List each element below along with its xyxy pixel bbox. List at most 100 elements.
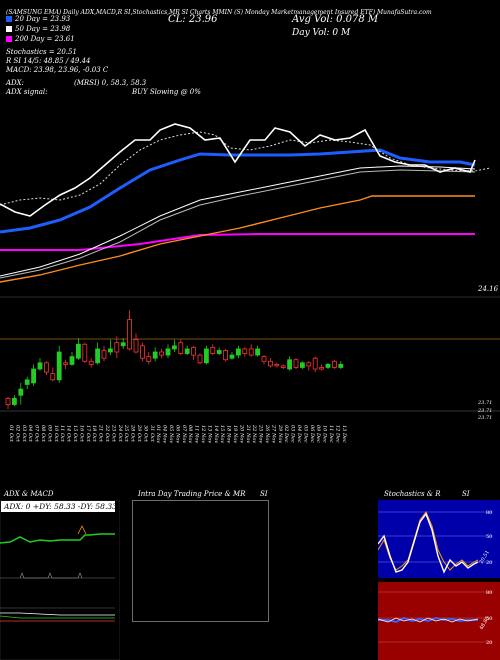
- candle-body: [133, 339, 139, 353]
- candle-body: [139, 345, 145, 359]
- close-price: CL: 23.96: [168, 14, 218, 25]
- date-tick-label: 31 Oct: [149, 425, 155, 443]
- ma-50-line: [0, 165, 476, 277]
- candle-body: [178, 342, 184, 354]
- ma-20-line: [0, 148, 476, 234]
- macd-text: MACD: 23.98, 23.96, -0.03 C: [6, 66, 109, 74]
- price-label-3: 23.71: [477, 415, 492, 421]
- legend-200day: 200 Day = 23.61: [6, 35, 75, 43]
- date-tick-label: 18 Nov: [226, 425, 232, 443]
- swatch-20day: [6, 16, 12, 22]
- price-dotted-line: [0, 131, 491, 206]
- date-tick-label: 27 Nov: [270, 424, 276, 443]
- date-tick-label: 22 Nov: [251, 424, 257, 443]
- date-tick-label: 25 Oct: [123, 424, 129, 443]
- date-tick-label: 05 Nov: [168, 425, 174, 443]
- candle-body: [11, 397, 17, 405]
- candle-body: [146, 356, 152, 362]
- candle-body: [216, 350, 222, 354]
- rsi-line-blue: [378, 616, 478, 624]
- date-tick-label: 07 Nov: [181, 425, 187, 443]
- date-tick-label: 24 Oct: [117, 424, 123, 443]
- candle-body: [261, 356, 267, 362]
- date-tick-label: 21 Oct: [98, 424, 104, 443]
- date-tick-label: 06 Dec: [309, 425, 315, 443]
- ma-legend: 20 Day = 23.93 50 Day = 23.98 200 Day = …: [6, 15, 75, 43]
- date-tick-label: 07 Oct: [34, 425, 40, 443]
- adx-value-box: [1, 501, 115, 512]
- intra-day-panel: [132, 500, 269, 622]
- date-tick-label: 05 Dec: [302, 425, 308, 443]
- date-tick-label: 09 Oct: [46, 425, 52, 443]
- date-tick-label: 04 Nov: [162, 425, 168, 443]
- adx-panel-bg: [0, 500, 120, 660]
- date-tick-label: 19 Nov: [232, 425, 238, 443]
- date-tick-label: 01 Oct: [8, 425, 14, 443]
- date-tick-label: 13 Dec: [341, 425, 347, 443]
- date-tick-label: 11 Dec: [328, 425, 334, 443]
- date-tick-label: 16 Oct: [78, 425, 84, 443]
- candle-body: [24, 379, 30, 385]
- candle-body: [325, 363, 331, 368]
- date-tick-label: 04 Dec: [296, 425, 302, 443]
- candle-body: [223, 350, 229, 361]
- date-tick-label: 02 Dec: [283, 425, 289, 443]
- rsi-tick-80: 80: [486, 590, 492, 596]
- candle-body: [312, 357, 318, 370]
- candle-body: [82, 343, 88, 362]
- close-price-line: [0, 123, 476, 217]
- date-tick-label: 02 Oct: [14, 425, 20, 443]
- date-tick-label: 10 Dec: [322, 425, 328, 443]
- date-tick-label: 14 Nov: [213, 425, 219, 443]
- candle-body: [197, 354, 203, 364]
- stoch-panel-bg: [378, 500, 500, 578]
- candle-body: [165, 348, 171, 356]
- candle-body: [210, 346, 216, 354]
- adx-marker-line: [77, 525, 87, 535]
- chart-header: (SAMSUNG EMA) Daily ADX,MACD,R SI,Stocha…: [6, 9, 432, 16]
- avg-volume: Avg Vol: 0.078 M: [292, 14, 379, 25]
- date-tick-label: 06 Nov: [174, 425, 180, 443]
- price-label-2: 23.71: [477, 408, 492, 414]
- date-tick-label: 08 Nov: [187, 425, 193, 443]
- date-tick-label: 04 Oct: [27, 425, 33, 443]
- candle-body: [171, 345, 177, 350]
- signal-text: BUY Slowing @ 0%: [132, 88, 201, 96]
- candle-body: [159, 351, 165, 356]
- date-tick-label: 12 Nov: [200, 425, 206, 443]
- date-tick-label: 15 Oct: [72, 425, 78, 443]
- candle-body: [18, 388, 24, 396]
- main-price-chart: 24.16 23.71 23.71 23.71 01 Oct 02 Oct 03 O…: [0, 123, 500, 443]
- rsi-tick-20: 20: [486, 640, 492, 646]
- candle-body: [235, 348, 241, 356]
- date-tick-label: 11 Oct: [59, 425, 65, 443]
- adx-di-line: [0, 533, 115, 544]
- date-axis: 01 Oct 02 Oct 03 Oct 04 Oct 07 Oct 08 Oct 09 O…: [8, 424, 347, 443]
- candle-body: [293, 359, 299, 368]
- intra-panel-si: SI: [260, 490, 268, 498]
- date-tick-label: 28 Oct: [130, 424, 136, 443]
- date-tick-label: 29 Oct: [136, 424, 142, 443]
- candle-body: [95, 348, 100, 364]
- stoch-tick-80: 80: [486, 510, 492, 516]
- candle-body: [306, 362, 312, 367]
- candle-body: [37, 362, 43, 370]
- candle-body: [255, 348, 261, 356]
- ma-long-gray: [0, 169, 476, 279]
- candle-body: [127, 319, 132, 350]
- candle-body: [242, 348, 248, 354]
- date-tick-label: 20 Nov: [238, 424, 244, 443]
- ma-200-line: [0, 233, 475, 251]
- adx-value-text: ADX: 0 +DY: 58.33 -DY: 58.33: [3, 502, 117, 511]
- stoch-rsi-panel: 80 50 20 20.51 80 50 20 48.85: [378, 500, 500, 660]
- macd-signal-line: [0, 615, 115, 619]
- stoch-text: Stochastics = 20.51: [6, 48, 77, 56]
- candle-body: [267, 360, 273, 367]
- date-tick-label: 01 Nov: [155, 425, 161, 443]
- adx-signal-text: ADX signal:: [6, 88, 48, 96]
- candle-body: [319, 367, 325, 370]
- adx-panel: ADX: 0 +DY: 58.33 -DY: 58.33: [0, 500, 120, 660]
- candle-body: [76, 343, 81, 359]
- stoch-panel-si: SI: [462, 490, 470, 498]
- date-tick-label: 30 Oct: [142, 425, 148, 443]
